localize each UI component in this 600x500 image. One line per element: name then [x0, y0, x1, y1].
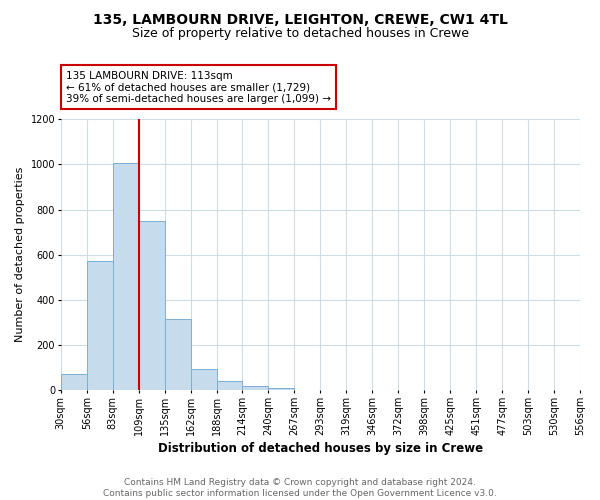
Text: Contains HM Land Registry data © Crown copyright and database right 2024.
Contai: Contains HM Land Registry data © Crown c… [103, 478, 497, 498]
Text: 135, LAMBOURN DRIVE, LEIGHTON, CREWE, CW1 4TL: 135, LAMBOURN DRIVE, LEIGHTON, CREWE, CW… [92, 12, 508, 26]
Bar [61, 374, 86, 390]
Bar [113, 164, 139, 390]
Bar [268, 388, 295, 390]
Bar [217, 381, 242, 390]
X-axis label: Distribution of detached houses by size in Crewe: Distribution of detached houses by size … [158, 442, 483, 455]
Text: 135 LAMBOURN DRIVE: 113sqm
← 61% of detached houses are smaller (1,729)
39% of s: 135 LAMBOURN DRIVE: 113sqm ← 61% of deta… [66, 70, 331, 104]
Bar [191, 368, 217, 390]
Text: Size of property relative to detached houses in Crewe: Size of property relative to detached ho… [131, 28, 469, 40]
Bar [164, 319, 191, 390]
Bar [139, 221, 164, 390]
Bar [86, 262, 113, 390]
Y-axis label: Number of detached properties: Number of detached properties [15, 167, 25, 342]
Bar [242, 386, 268, 390]
